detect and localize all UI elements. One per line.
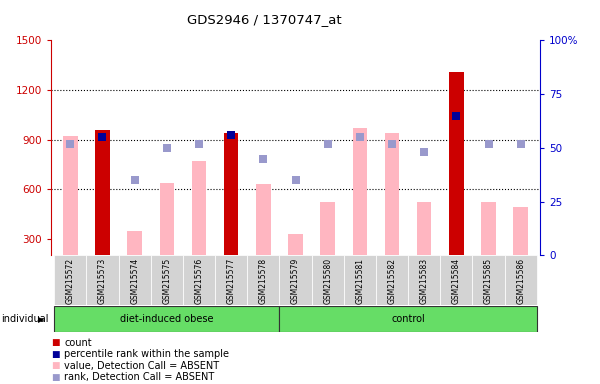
Point [355, 134, 365, 140]
Point [259, 156, 268, 162]
Point [130, 177, 139, 183]
Bar [224, 133, 238, 255]
Bar [505, 255, 537, 305]
Bar [417, 202, 431, 255]
Point [291, 177, 301, 183]
Bar [320, 202, 335, 255]
Text: ■: ■ [51, 361, 59, 370]
Text: GSM215577: GSM215577 [227, 258, 236, 304]
Bar [449, 72, 464, 255]
Point [484, 141, 493, 147]
Point [516, 141, 526, 147]
Point [98, 134, 107, 140]
Text: ■: ■ [51, 338, 59, 347]
Point [452, 113, 461, 119]
Text: individual: individual [1, 314, 49, 324]
Text: GSM215586: GSM215586 [516, 258, 525, 304]
Bar [54, 306, 280, 332]
Bar [280, 306, 537, 332]
Text: GSM215583: GSM215583 [419, 258, 428, 304]
Point [387, 141, 397, 147]
Text: GSM215575: GSM215575 [163, 258, 172, 304]
Bar [385, 133, 399, 255]
Bar [288, 234, 303, 255]
Bar [408, 255, 440, 305]
Bar [95, 130, 110, 255]
Point [194, 141, 204, 147]
Bar [256, 184, 271, 255]
Bar [280, 255, 311, 305]
Point [162, 145, 172, 151]
Text: ▶: ▶ [38, 315, 44, 324]
Text: GSM215578: GSM215578 [259, 258, 268, 304]
Bar [481, 202, 496, 255]
Bar [514, 207, 528, 255]
Text: GDS2946 / 1370747_at: GDS2946 / 1370747_at [187, 13, 341, 26]
Text: GSM215572: GSM215572 [66, 258, 75, 304]
Point [226, 132, 236, 138]
Bar [376, 255, 408, 305]
Bar [311, 255, 344, 305]
Text: value, Detection Call = ABSENT: value, Detection Call = ABSENT [64, 361, 220, 371]
Text: control: control [391, 314, 425, 324]
Point [419, 149, 429, 155]
Text: GSM215574: GSM215574 [130, 258, 139, 304]
Text: GSM215579: GSM215579 [291, 258, 300, 304]
Text: percentile rank within the sample: percentile rank within the sample [64, 349, 229, 359]
Bar [215, 255, 247, 305]
Bar [247, 255, 280, 305]
Bar [440, 255, 472, 305]
Text: GSM215581: GSM215581 [355, 258, 364, 304]
Text: GSM215580: GSM215580 [323, 258, 332, 304]
Bar [54, 255, 86, 305]
Bar [183, 255, 215, 305]
Bar [63, 136, 77, 255]
Bar [151, 255, 183, 305]
Bar [160, 184, 174, 255]
Text: GSM215584: GSM215584 [452, 258, 461, 304]
Bar [119, 255, 151, 305]
Text: rank, Detection Call = ABSENT: rank, Detection Call = ABSENT [64, 372, 214, 382]
Bar [472, 255, 505, 305]
Text: diet-induced obese: diet-induced obese [120, 314, 214, 324]
Point [65, 141, 75, 147]
Point [323, 141, 332, 147]
Text: GSM215576: GSM215576 [194, 258, 203, 304]
Bar [86, 255, 119, 305]
Text: count: count [64, 338, 92, 348]
Text: ■: ■ [51, 349, 59, 359]
Bar [344, 255, 376, 305]
Bar [127, 232, 142, 255]
Bar [192, 161, 206, 255]
Text: GSM215582: GSM215582 [388, 258, 397, 304]
Bar [353, 128, 367, 255]
Text: GSM215585: GSM215585 [484, 258, 493, 304]
Text: GSM215573: GSM215573 [98, 258, 107, 304]
Text: ■: ■ [51, 372, 59, 382]
